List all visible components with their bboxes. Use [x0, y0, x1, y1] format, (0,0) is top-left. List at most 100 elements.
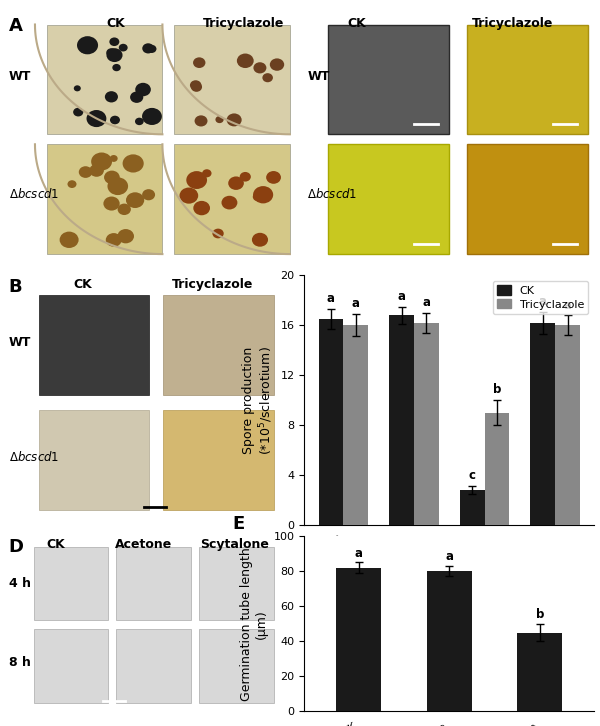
Text: Tricyclazole: Tricyclazole — [203, 17, 284, 30]
Bar — [427, 571, 472, 711]
Circle shape — [59, 232, 79, 248]
Circle shape — [193, 57, 205, 68]
Circle shape — [86, 110, 106, 127]
Circle shape — [147, 45, 157, 53]
Bar — [174, 25, 290, 134]
Circle shape — [118, 229, 134, 243]
Bar — [47, 25, 163, 134]
Circle shape — [118, 203, 131, 215]
Circle shape — [126, 192, 144, 208]
Legend: CK, Tricyclazole: CK, Tricyclazole — [493, 281, 589, 314]
Text: CK: CK — [347, 17, 366, 30]
Bar — [460, 490, 485, 525]
Circle shape — [239, 172, 251, 182]
Circle shape — [212, 229, 224, 238]
Circle shape — [202, 169, 212, 177]
Circle shape — [106, 48, 122, 62]
Circle shape — [81, 47, 88, 54]
Text: 4 h: 4 h — [9, 577, 31, 590]
Text: WT: WT — [307, 70, 329, 83]
Bar — [116, 547, 191, 620]
Text: a: a — [352, 297, 359, 310]
Text: a: a — [422, 296, 430, 309]
Text: Tricyclazole: Tricyclazole — [472, 17, 554, 30]
Bar — [39, 295, 149, 395]
Text: CK: CK — [107, 17, 125, 30]
Bar — [389, 315, 414, 525]
Circle shape — [270, 58, 284, 70]
Text: E: E — [232, 515, 244, 533]
Text: a: a — [563, 298, 572, 311]
Bar — [414, 323, 439, 525]
Circle shape — [142, 108, 162, 125]
Circle shape — [135, 118, 143, 125]
Text: a: a — [355, 547, 363, 560]
Text: b: b — [493, 383, 501, 396]
Circle shape — [130, 91, 143, 103]
Text: b: b — [536, 608, 544, 621]
Circle shape — [253, 186, 273, 203]
Text: WT: WT — [9, 70, 31, 83]
Bar — [199, 547, 274, 620]
Text: $\Delta$$\it{bcscd1}$: $\Delta$$\it{bcscd1}$ — [9, 451, 59, 465]
Bar — [467, 144, 588, 254]
Text: WT: WT — [9, 336, 31, 349]
Bar — [163, 410, 274, 510]
Circle shape — [142, 189, 155, 200]
Bar — [319, 319, 343, 525]
Bar — [174, 144, 290, 254]
Circle shape — [228, 176, 244, 190]
Bar — [34, 547, 108, 620]
Circle shape — [266, 171, 281, 184]
Circle shape — [262, 73, 273, 82]
Circle shape — [79, 166, 92, 178]
Text: a: a — [327, 293, 335, 305]
Text: a: a — [445, 550, 453, 563]
Bar — [336, 568, 382, 711]
Circle shape — [215, 116, 224, 123]
Circle shape — [104, 171, 120, 184]
Circle shape — [191, 82, 202, 91]
Bar — [485, 412, 509, 525]
Bar — [555, 325, 580, 525]
Text: Tricyclazole: Tricyclazole — [172, 278, 254, 291]
Circle shape — [73, 107, 83, 116]
Text: B: B — [9, 278, 22, 295]
Bar — [328, 144, 449, 254]
Bar — [343, 325, 368, 525]
Circle shape — [109, 38, 119, 46]
Circle shape — [193, 201, 210, 216]
Circle shape — [221, 196, 238, 210]
Circle shape — [135, 83, 151, 97]
Y-axis label: Spore production
(*10$^5$/sclerotium): Spore production (*10$^5$/sclerotium) — [242, 346, 275, 454]
Circle shape — [103, 197, 119, 211]
Text: a: a — [398, 290, 406, 303]
Circle shape — [119, 44, 128, 52]
Circle shape — [237, 54, 254, 68]
Circle shape — [77, 36, 98, 54]
Circle shape — [190, 81, 202, 90]
Circle shape — [106, 48, 117, 57]
Circle shape — [110, 115, 120, 124]
Circle shape — [105, 91, 118, 102]
Bar — [34, 629, 108, 703]
Circle shape — [107, 177, 128, 195]
Text: D: D — [9, 538, 24, 556]
Circle shape — [179, 187, 198, 204]
Bar — [116, 629, 191, 703]
Bar — [530, 323, 555, 525]
Circle shape — [122, 155, 144, 173]
Circle shape — [142, 44, 154, 54]
Bar — [163, 295, 274, 395]
Text: Scytalone: Scytalone — [200, 538, 269, 551]
Bar — [39, 410, 149, 510]
Text: $\Delta$$\it{bcscd1}$: $\Delta$$\it{bcscd1}$ — [9, 187, 59, 201]
Bar — [467, 25, 588, 134]
Circle shape — [253, 62, 266, 73]
Bar — [517, 632, 562, 711]
Bar — [47, 144, 163, 254]
Circle shape — [186, 171, 207, 189]
Circle shape — [110, 155, 118, 162]
Circle shape — [106, 233, 122, 247]
Text: a: a — [539, 295, 547, 308]
